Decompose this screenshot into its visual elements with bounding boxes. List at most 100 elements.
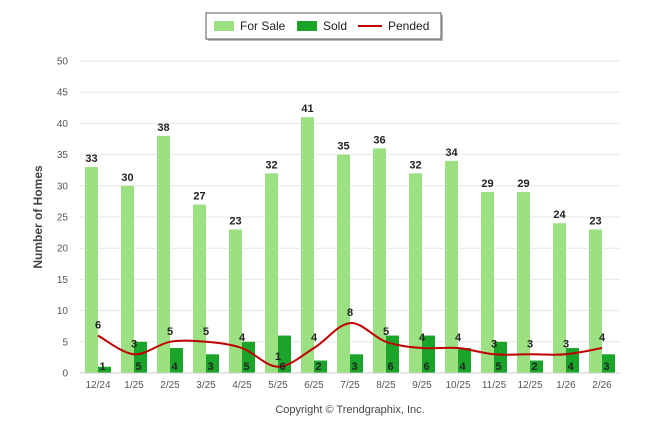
y-tick-label: 40 (57, 119, 69, 130)
for-sale-value-label: 33 (85, 153, 97, 165)
x-tick-label: 12/24 (85, 380, 110, 391)
for-sale-value-label: 30 (121, 172, 133, 184)
sold-value-label: 6 (279, 361, 285, 373)
for-sale-bar (409, 173, 422, 373)
pended-value-label: 3 (131, 338, 137, 350)
for-sale-bar (265, 173, 278, 373)
for-sale-bar (193, 204, 206, 373)
pended-value-label: 6 (95, 320, 101, 332)
for-sale-bar (445, 160, 458, 373)
x-tick-label: 2/25 (160, 380, 180, 391)
for-sale-value-label: 24 (553, 209, 566, 221)
pended-value-label: 4 (311, 332, 318, 344)
for-sale-bar (157, 135, 170, 373)
legend-label-for-sale: For Sale (240, 19, 286, 33)
sold-bar (530, 360, 543, 373)
for-sale-value-label: 27 (193, 191, 205, 203)
y-tick-label: 15 (57, 275, 69, 286)
for-sale-value-label: 38 (157, 122, 169, 134)
for-sale-value-label: 36 (373, 134, 385, 146)
x-tick-label: 3/25 (196, 380, 216, 391)
sold-value-label: 4 (171, 361, 178, 373)
for-sale-bar (301, 117, 314, 373)
for-sale-bar (481, 192, 494, 373)
sold-bar (170, 348, 183, 373)
sold-bar (458, 348, 471, 373)
for-sale-value-label: 29 (517, 178, 529, 190)
sold-value-label: 2 (531, 361, 537, 373)
sold-bar (422, 335, 435, 373)
for-sale-bar (229, 229, 242, 373)
pended-line (97, 322, 603, 368)
y-tick-label: 20 (57, 244, 69, 255)
x-tick-label: 8/25 (376, 380, 396, 391)
legend-swatch-sold (297, 21, 317, 31)
pended-value-label: 4 (599, 332, 606, 344)
pended-value-label: 5 (383, 326, 389, 338)
sold-value-label: 3 (603, 361, 609, 373)
for-sale-value-label: 23 (229, 215, 241, 227)
sold-bar (494, 341, 507, 373)
sold-value-label: 6 (387, 361, 393, 373)
pended-value-label: 4 (455, 332, 462, 344)
for-sale-bar (553, 223, 566, 373)
x-tick-label: 1/25 (124, 380, 144, 391)
for-sale-bar (517, 192, 530, 373)
pended-line-group (97, 322, 603, 368)
y-tick-label: 45 (57, 88, 69, 99)
copyright-footer: Copyright © Trendgraphix, Inc. (275, 404, 424, 416)
for-sale-value-label: 32 (265, 159, 277, 171)
for-sale-bar (121, 185, 134, 373)
x-tick-label: 9/25 (412, 380, 432, 391)
for-sale-bar (373, 148, 386, 373)
y-tick-label: 50 (57, 57, 69, 68)
sold-bar (602, 354, 615, 373)
legend-swatch-for-sale (214, 21, 234, 31)
pended-value-label: 3 (563, 338, 569, 350)
pended-value-label: 4 (419, 332, 426, 344)
x-tick-label: 4/25 (232, 380, 252, 391)
for-sale-value-label: 41 (301, 103, 313, 115)
sold-value-label: 5 (135, 361, 141, 373)
y-axis: 0 5 10 15 20 25 30 35 40 45 50 (57, 57, 69, 380)
for-sale-bar (85, 167, 98, 373)
sold-bar (350, 354, 363, 373)
pended-value-label: 3 (491, 338, 497, 350)
for-sale-value-label: 34 (445, 147, 458, 159)
x-tick-label: 12/25 (517, 380, 542, 391)
x-tick-label: 10/25 (445, 380, 470, 391)
for-sale-value-label: 29 (481, 178, 493, 190)
sold-value-label: 4 (459, 361, 466, 373)
y-tick-label: 0 (62, 369, 68, 380)
y-tick-label: 30 (57, 181, 69, 192)
x-tick-label: 1/26 (556, 380, 576, 391)
data-labels: 3313053842732353264123533663263442952922… (85, 103, 609, 373)
legend-label-pended: Pended (388, 19, 429, 33)
sold-bar (98, 366, 111, 373)
for-sale-value-label: 32 (409, 159, 421, 171)
x-tick-label: 6/25 (304, 380, 324, 391)
sold-bar (206, 354, 219, 373)
sold-bar (134, 341, 147, 373)
sold-value-label: 3 (207, 361, 213, 373)
pended-value-label: 3 (527, 338, 533, 350)
sold-value-label: 6 (423, 361, 429, 373)
sold-value-label: 5 (243, 361, 249, 373)
y-tick-label: 5 (62, 337, 68, 348)
x-tick-label: 11/25 (482, 380, 507, 391)
legend-label-sold: Sold (323, 19, 347, 33)
x-tick-label: 2/26 (592, 380, 612, 391)
for-sale-value-label: 23 (589, 215, 601, 227)
pended-value-label: 4 (239, 332, 246, 344)
pended-value-label: 5 (203, 326, 209, 338)
legend: For Sale Sold Pended (205, 12, 443, 41)
legend-box (205, 12, 442, 40)
x-tick-label: 5/25 (268, 380, 288, 391)
sold-value-label: 3 (351, 361, 357, 373)
sold-bar (314, 360, 327, 373)
y-tick-label: 10 (57, 306, 69, 317)
sold-value-label: 1 (99, 361, 105, 373)
pended-value-label: 1 (275, 351, 281, 363)
